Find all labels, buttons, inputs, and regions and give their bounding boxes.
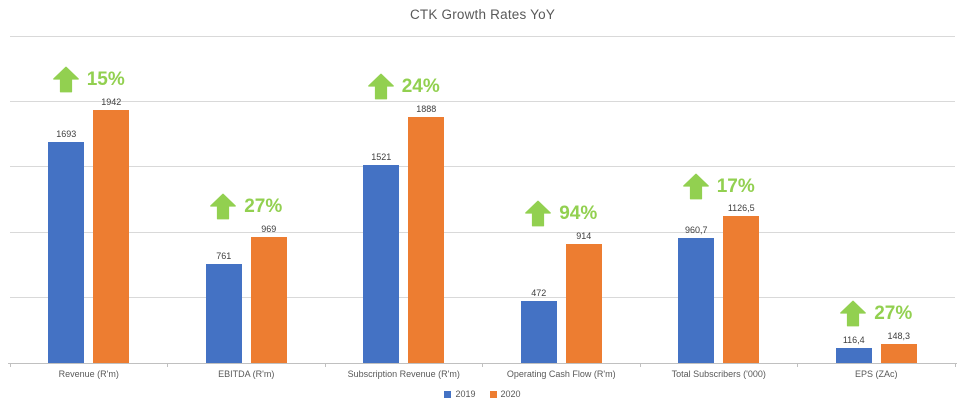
bar-2020 [250,236,287,363]
bar-group: 94% 472 914 [483,37,641,363]
axis-tick [797,363,798,367]
bars-row: 472 914 [483,231,641,363]
growth-up-arrow-icon [840,300,867,327]
bar-value-label: 116,4 [842,334,865,345]
bar-group: 24% 1521 1888 [325,37,483,363]
bar-value-label: 1693 [56,129,77,140]
bar-column-2020: 969 [250,223,287,363]
bar-value-label: 148,3 [887,330,911,341]
bar-column-2019: 960,7 [678,224,715,363]
bar-2019 [205,263,242,363]
bar-value-label: 1126,5 [727,203,755,214]
bar-group: 17% 960,7 1126,5 [640,37,798,363]
bar-2019 [678,237,715,363]
category-label: Operating Cash Flow (R'm) [506,369,616,379]
bar-2020 [880,343,917,363]
axis-tick [639,363,641,367]
gridline-500 [10,296,955,298]
bar-column-2019: 761 [205,250,242,363]
bar-2020 [93,109,130,363]
legend-label: 2020 [500,389,521,399]
growth-annotation: 27% [798,300,956,328]
gridline-2000 [10,101,955,103]
bars-row: 761 969 [168,224,326,363]
bar-column-2020: 1942 [93,96,130,363]
bar-2020 [565,243,602,363]
growth-percentage: 24% [401,76,440,98]
bar-column-2019: 116,4 [835,334,872,363]
bar-value-label: 472 [531,288,547,299]
bar-column-2019: 1521 [363,151,400,363]
bar-2020 [723,216,760,363]
bar-group: 27% 761 969 [168,37,326,363]
bar-2019 [363,164,400,363]
bars-row: 1693 1942 [10,97,168,363]
gridline-1000 [10,231,955,233]
growth-annotation: 27% [168,193,326,221]
bars-row: 116,4 148,3 [798,331,956,363]
axis-tick [482,363,483,367]
bar-2019 [48,142,85,363]
legend: 2019 2020 [0,389,965,399]
bar-value-label: 1521 [371,151,392,162]
gridline-1500 [10,166,955,168]
bar-column-2020: 1888 [408,103,445,363]
axis-tick [954,363,956,367]
growth-percentage: 94% [559,203,598,225]
growth-up-arrow-icon [682,173,709,199]
axis-tick [9,363,11,367]
bar-group: 27% 116,4 148,3 [798,37,956,363]
category-label: EBITDA (R'm) [218,369,275,379]
legend-item-2020: 2020 [489,389,521,399]
bar-value-label: 969 [261,223,277,234]
category-label: Revenue (R'm) [58,369,119,379]
bar-value-label: 960,7 [684,224,708,235]
chart-title: CTK Growth Rates YoY [409,7,556,22]
growth-up-arrow-icon [525,200,552,227]
growth-annotation: 15% [10,66,168,94]
growth-annotation: 17% [640,172,798,200]
category-label: Total Subscribers ('000) [671,369,766,379]
bar-value-label: 914 [576,230,592,241]
category-label: Subscription Revenue (R'm) [347,369,460,379]
bar-column-2020: 914 [565,230,602,363]
legend-item-2019: 2019 [444,389,476,399]
bar-2019 [835,347,872,363]
growth-percentage: 15% [86,69,125,91]
growth-annotation: 94% [483,200,641,228]
bar-2020 [408,116,445,363]
bar-value-label: 761 [216,250,232,261]
bars-row: 960,7 1126,5 [640,203,798,363]
growth-up-arrow-icon [210,193,237,220]
bar-value-label: 1888 [416,103,437,114]
growth-percentage: 17% [716,175,755,197]
bar-column-2019: 1693 [48,129,85,363]
bar-column-2019: 472 [520,288,557,363]
bar-2019 [520,301,557,363]
bar-value-label: 1942 [101,96,122,107]
growth-up-arrow-icon [52,66,79,93]
legend-swatch-2019 [444,390,452,398]
legend-swatch-2020 [489,390,497,398]
axis-tick [167,363,168,367]
gridline-2500 [10,36,955,37]
plot-area: 15% 1693 1942 27% 761 969 24% 1521 1888 94% 472 914… [10,36,956,363]
axis-tick [324,363,326,367]
legend-label: 2019 [455,389,476,399]
growth-percentage: 27% [874,303,913,325]
bar-column-2020: 1126,5 [723,203,760,363]
growth-up-arrow-icon [367,73,394,100]
growth-annotation: 24% [325,73,483,101]
bars-row: 1521 1888 [325,104,483,363]
category-label: EPS (ZAc) [854,369,898,379]
growth-percentage: 27% [244,196,283,218]
bar-group: 15% 1693 1942 [10,37,168,363]
bar-column-2020: 148,3 [880,330,917,363]
